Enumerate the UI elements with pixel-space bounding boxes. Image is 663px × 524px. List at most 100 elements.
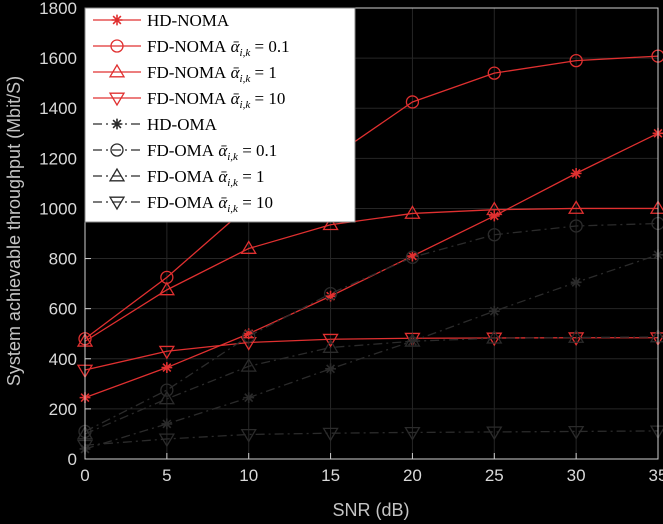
- data-point: [486, 329, 503, 344]
- legend-label: FD-NOMA ᾱi,k = 10: [147, 89, 285, 111]
- legend-label: FD-NOMA ᾱi,k = 0.1: [147, 37, 290, 59]
- legend-series-name: HD-OMA: [147, 115, 218, 134]
- legend-marker: [108, 92, 126, 107]
- legend-alpha-symbol: ᾱ: [214, 167, 228, 186]
- y-axis-title: System achievable throughput (Mbit/S): [4, 76, 24, 386]
- data-point: [404, 332, 421, 347]
- legend-label: HD-NOMA: [147, 11, 230, 30]
- data-point: [488, 210, 500, 222]
- legend-marker: [110, 143, 124, 157]
- data-point: [323, 286, 338, 301]
- legend-series-name: FD-NOMA: [147, 89, 227, 108]
- legend-alpha-value: 10: [268, 89, 285, 108]
- x-tick-label: 0: [80, 466, 89, 485]
- data-point: [568, 329, 585, 343]
- legend-label: FD-NOMA ᾱi,k = 1: [147, 63, 277, 85]
- x-tick-label: 15: [321, 466, 340, 485]
- legend-alpha-equals: =: [250, 63, 268, 82]
- legend-alpha-subscript: i,k: [240, 99, 252, 111]
- y-tick-label: 400: [49, 350, 77, 369]
- data-point: [325, 363, 336, 375]
- data-point: [161, 418, 173, 430]
- series-4: [76, 332, 663, 379]
- x-tick-label: 25: [485, 466, 504, 485]
- legend-alpha-equals: =: [250, 37, 268, 56]
- data-point: [486, 332, 503, 347]
- data-point: [486, 201, 503, 216]
- legend-alpha-equals: =: [238, 141, 256, 160]
- x-tick-label: 20: [403, 466, 422, 485]
- data-point: [322, 339, 339, 353]
- data-point: [240, 358, 257, 372]
- data-point: [568, 200, 585, 214]
- data-point: [322, 333, 339, 348]
- legend-alpha-subscript: i,k: [227, 151, 239, 163]
- legend-alpha-subscript: i,k: [240, 47, 252, 59]
- legend-alpha-subscript: i,k: [227, 177, 239, 189]
- data-point: [487, 228, 501, 242]
- legend-alpha-subscript: i,k: [240, 73, 252, 85]
- y-tick-label: 1600: [39, 49, 77, 68]
- data-point: [488, 305, 500, 317]
- y-tick-label: 0: [68, 450, 77, 469]
- legend-series-name: HD-NOMA: [147, 11, 230, 30]
- data-point: [158, 281, 175, 296]
- data-point: [161, 362, 173, 373]
- y-tick-label: 200: [49, 400, 77, 419]
- data-point: [240, 428, 257, 443]
- legend-series-name: FD-OMA: [147, 193, 215, 212]
- series-8: [76, 425, 663, 454]
- x-tick-label: 5: [162, 466, 171, 485]
- data-point: [242, 329, 256, 343]
- data-point: [569, 219, 583, 233]
- legend-alpha-equals: =: [238, 167, 256, 186]
- data-point: [158, 390, 175, 405]
- data-point: [158, 433, 175, 448]
- data-point: [243, 328, 255, 340]
- legend-alpha-equals: =: [238, 193, 256, 212]
- y-tick-label: 600: [49, 300, 77, 319]
- legend-label: FD-OMA ᾱi,k = 1: [147, 167, 265, 189]
- legend-series-name: FD-NOMA: [147, 37, 227, 56]
- legend-label: HD-OMA: [147, 115, 218, 134]
- legend-alpha-value: 10: [256, 193, 273, 212]
- data-point: [405, 95, 420, 109]
- data-point: [240, 240, 257, 254]
- data-point: [322, 216, 339, 231]
- data-point: [569, 53, 583, 68]
- legend-alpha-equals: =: [250, 89, 268, 108]
- x-tick-label: 35: [649, 466, 663, 485]
- legend-alpha-symbol: ᾱ: [214, 193, 228, 212]
- legend-series-name: FD-OMA: [147, 167, 215, 186]
- plot-frame: [84, 7, 659, 460]
- y-tick-label: 1200: [39, 149, 77, 168]
- data-point: [160, 383, 174, 397]
- data-point: [322, 427, 339, 442]
- data-point: [158, 345, 175, 360]
- x-tick-label: 10: [239, 466, 258, 485]
- y-tick-label: 1000: [39, 199, 77, 218]
- legend-label: FD-OMA ᾱi,k = 10: [147, 193, 273, 215]
- series-line: [84, 207, 658, 342]
- series-line: [84, 55, 659, 340]
- legend-alpha-subscript: i,k: [227, 203, 239, 215]
- x-tick-label: 30: [567, 466, 586, 485]
- series-line: [84, 254, 659, 450]
- legend-alpha-value: 1: [256, 167, 265, 186]
- data-point: [570, 276, 582, 288]
- series-line: [84, 430, 659, 446]
- series-line: [84, 222, 659, 433]
- legend-label: FD-OMA ᾱi,k = 0.1: [147, 141, 277, 163]
- series-line: [84, 337, 658, 371]
- data-point: [570, 167, 582, 179]
- legend-series-name: FD-OMA: [147, 141, 215, 160]
- legend-marker: [111, 118, 123, 130]
- legend-alpha-symbol: ᾱ: [226, 63, 240, 82]
- legend-box: [84, 7, 356, 223]
- data-point: [325, 290, 336, 302]
- series-3: [76, 200, 663, 347]
- legend-alpha-value: 0.1: [256, 141, 277, 160]
- legend-marker: [110, 39, 124, 53]
